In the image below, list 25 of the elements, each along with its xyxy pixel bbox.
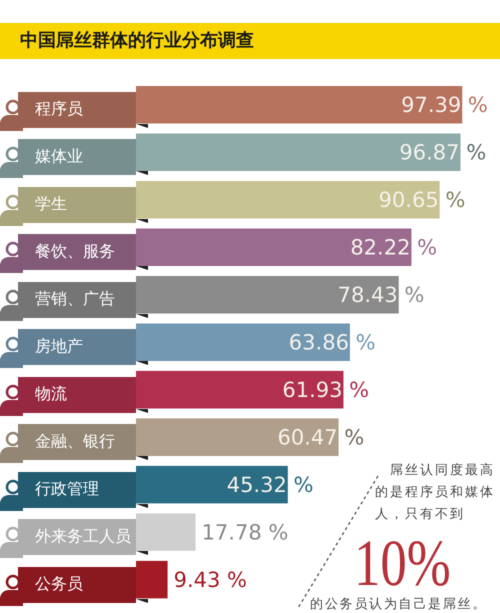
y-tick-label: 外来务工人员 xyxy=(35,526,131,546)
y-tick-label: 餐饮、服务 xyxy=(35,241,115,260)
data-label: 78.43 % xyxy=(338,283,424,308)
y-tick-label: 房地产 xyxy=(35,336,83,356)
y-tick-label: 营销、广告 xyxy=(35,288,115,308)
y-tick-label: 物流 xyxy=(35,384,67,403)
y-tick-label: 程序员 xyxy=(35,98,83,118)
y-tick-label: 公务员 xyxy=(35,574,83,593)
annotation: 屌丝认同度最高的是程序员和媒体人，只有不到 xyxy=(375,462,496,524)
bar xyxy=(136,560,168,598)
data-label: 61.93 % xyxy=(282,378,370,402)
data-label: 9.43 % xyxy=(174,568,247,592)
data-label: 82.22 % xyxy=(350,236,438,260)
data-label: 60.47 % xyxy=(277,426,364,450)
data-label: 17.78 % xyxy=(202,520,288,545)
data-label: 45.32 % xyxy=(226,473,314,498)
data-label: 97.39 % xyxy=(401,93,488,118)
y-tick-label: 行政管理 xyxy=(35,478,99,498)
chart-title: 中国屌丝群体的行业分布调查 xyxy=(20,29,254,53)
y-tick-label: 金融、银行 xyxy=(35,431,115,450)
y-tick-label: 媒体业 xyxy=(35,146,83,166)
data-label: 63.86 % xyxy=(288,330,376,355)
data-label: 90.65 % xyxy=(378,188,466,212)
y-tick-label: 学生 xyxy=(35,194,67,213)
data-label: 96.87 % xyxy=(399,140,486,165)
